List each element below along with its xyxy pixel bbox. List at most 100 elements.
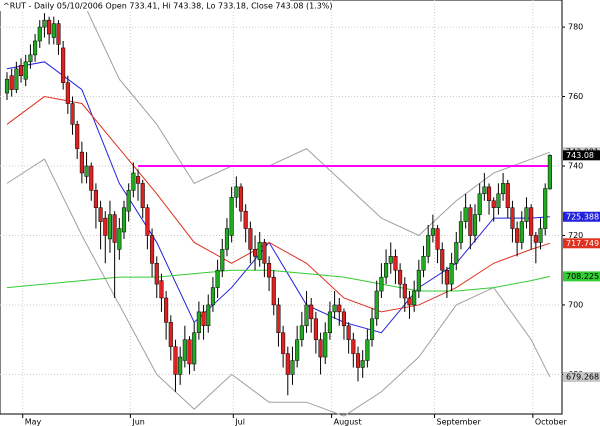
candle-body xyxy=(135,176,141,184)
candle-body xyxy=(28,54,33,63)
candle-body xyxy=(543,188,548,229)
candle-body xyxy=(458,221,464,243)
candle-body xyxy=(84,165,89,177)
indicator-line xyxy=(6,269,550,292)
candle-body xyxy=(388,256,393,264)
candle-body xyxy=(75,124,80,149)
candle-body xyxy=(547,155,552,190)
candle-body xyxy=(173,346,178,375)
candle-body xyxy=(79,151,84,174)
candle-body xyxy=(220,249,225,271)
candle-body xyxy=(393,256,398,271)
candle-body xyxy=(407,297,412,306)
candle-body xyxy=(37,26,42,42)
candle-body xyxy=(215,269,220,288)
candle-body xyxy=(252,249,258,257)
y-tick-label: 740 xyxy=(568,162,583,171)
candle-body xyxy=(440,249,445,271)
candle-body xyxy=(482,186,487,195)
candle-body xyxy=(276,304,281,333)
candle-body xyxy=(14,68,19,90)
candle-body xyxy=(51,23,56,38)
candle-body xyxy=(496,193,501,208)
x-tick-label: September xyxy=(437,418,482,426)
candle-body xyxy=(56,23,61,45)
candle-body xyxy=(224,228,230,250)
candle-body xyxy=(168,322,173,347)
candle-body xyxy=(267,263,272,278)
indicator-tag: 725.388 xyxy=(566,212,599,221)
candle-body xyxy=(145,207,150,236)
candle-body xyxy=(304,304,309,327)
candle-body xyxy=(290,360,295,375)
indicator-line xyxy=(6,96,551,313)
candle-body xyxy=(23,61,28,80)
candle-body xyxy=(187,339,192,365)
candle-body xyxy=(421,256,426,271)
candle-body xyxy=(351,339,356,354)
candle-body xyxy=(18,65,24,76)
chart-title: ^RUT - Daily 05/10/2006 Open 733.41, Hi … xyxy=(3,2,333,11)
candle-body xyxy=(238,186,244,212)
candle-body xyxy=(154,263,159,285)
candle-body xyxy=(374,290,379,320)
candle-body xyxy=(98,207,103,222)
candle-body xyxy=(524,207,529,222)
candle-body xyxy=(402,283,407,299)
indicator-line xyxy=(6,158,551,417)
x-tick-label: October xyxy=(535,418,568,426)
x-tick-label: August xyxy=(334,418,362,426)
x-tick-label: May xyxy=(25,418,42,426)
candle-body xyxy=(529,207,534,236)
candle-body xyxy=(365,339,370,361)
candle-body xyxy=(159,280,164,299)
candle-body xyxy=(299,325,304,340)
candle-body xyxy=(332,304,337,313)
candle-body xyxy=(89,165,94,191)
candle-body xyxy=(121,207,127,233)
y-tick-label: 720 xyxy=(568,231,583,240)
candle-body xyxy=(515,228,520,243)
candle-body xyxy=(229,197,234,236)
candle-body xyxy=(248,228,253,250)
candle-body xyxy=(355,353,361,368)
candle-body xyxy=(533,235,538,243)
candle-body xyxy=(131,172,136,191)
candle-body xyxy=(337,304,342,313)
candle-body xyxy=(416,269,421,292)
indicator-tag: 708.225 xyxy=(566,272,599,281)
candle-body xyxy=(444,269,449,285)
candle-body xyxy=(178,356,183,375)
candle-body xyxy=(182,339,187,361)
candle-body xyxy=(463,207,468,222)
candle-body xyxy=(192,332,197,365)
candle-body xyxy=(398,269,403,285)
candle-body xyxy=(210,287,215,306)
candle-body xyxy=(379,276,384,292)
candle-body xyxy=(103,217,108,236)
candle-body xyxy=(285,353,290,375)
candle-body xyxy=(323,332,328,358)
candle-body xyxy=(384,263,389,278)
title-bg xyxy=(0,0,290,11)
indicator-tag-bg xyxy=(563,271,600,282)
candle-body xyxy=(327,311,332,333)
candle-body xyxy=(201,311,206,327)
candle-body xyxy=(47,19,52,35)
candle-body xyxy=(234,186,239,198)
indicator-tag-bg xyxy=(563,238,600,249)
indicator-tag-bg xyxy=(563,211,600,222)
candle-body xyxy=(313,318,318,340)
candle-body xyxy=(412,290,417,306)
candle-body xyxy=(4,78,10,94)
candle-body xyxy=(477,193,482,215)
candle-body xyxy=(257,242,262,261)
candle-body xyxy=(61,47,66,83)
indicator-tag: 717.749 xyxy=(566,239,599,248)
candle-body xyxy=(243,210,248,229)
candle-body xyxy=(65,82,70,104)
candle-body xyxy=(126,190,131,212)
y-tick-label: 760 xyxy=(568,92,583,101)
candle-body xyxy=(309,304,314,320)
